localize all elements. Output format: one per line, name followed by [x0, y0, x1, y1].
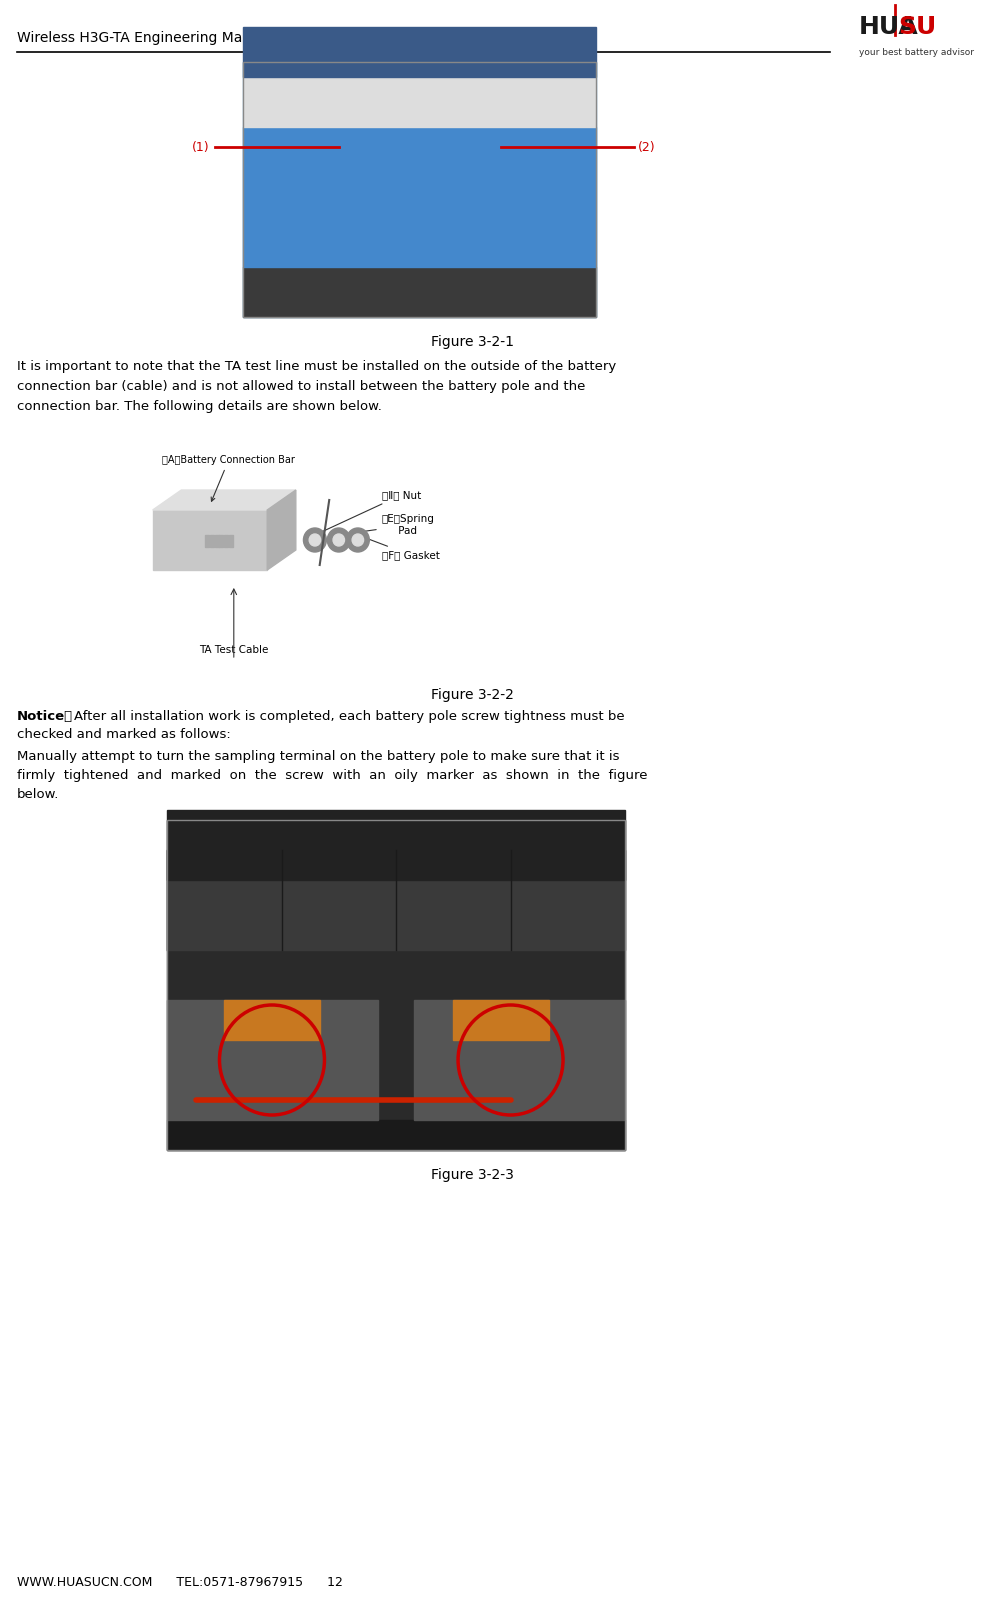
Text: After all installation work is completed, each battery pole screw tightness must: After all installation work is completed…	[74, 710, 625, 723]
Bar	[210, 536, 214, 547]
Bar	[415, 999, 625, 1119]
Polygon shape	[152, 510, 267, 569]
Text: （Ⅱ） Nut: （Ⅱ） Nut	[318, 489, 421, 534]
Text: connection bar. The following details are shown below.: connection bar. The following details ar…	[17, 400, 382, 413]
Circle shape	[309, 534, 321, 545]
Bar	[105, 430, 658, 670]
Text: checked and marked as follows:: checked and marked as follows:	[17, 728, 231, 740]
Text: （E）Spring
     Pad: （E）Spring Pad	[342, 515, 435, 536]
Bar	[167, 811, 625, 879]
Text: (2): (2)	[638, 141, 655, 154]
Text: WWW.HUASUCN.COM      TEL:0571-87967915      12: WWW.HUASUCN.COM TEL:0571-87967915 12	[17, 1575, 344, 1588]
Bar	[167, 851, 625, 950]
Bar	[244, 77, 596, 126]
Text: （A）Battery Connection Bar: （A）Battery Connection Bar	[162, 456, 295, 500]
Text: below.: below.	[17, 788, 59, 801]
Circle shape	[333, 534, 345, 545]
Text: your best battery advisor: your best battery advisor	[859, 48, 974, 58]
Bar	[167, 999, 378, 1119]
Circle shape	[352, 534, 363, 545]
Bar	[244, 27, 596, 77]
Bar	[453, 999, 548, 1039]
Bar	[167, 820, 625, 1150]
Bar	[215, 536, 219, 547]
Bar	[225, 536, 228, 547]
Text: Figure 3-2-3: Figure 3-2-3	[431, 1167, 514, 1182]
Circle shape	[328, 528, 350, 552]
Text: (1): (1)	[192, 141, 210, 154]
Text: connection bar (cable) and is not allowed to install between the battery pole an: connection bar (cable) and is not allowe…	[17, 381, 585, 393]
Text: firmly  tightened  and  marked  on  the  screw  with  an  oily  marker  as  show: firmly tightened and marked on the screw…	[17, 769, 647, 782]
Polygon shape	[152, 489, 296, 510]
Bar	[229, 536, 233, 547]
Bar	[244, 62, 596, 317]
Circle shape	[304, 528, 327, 552]
Text: HUA: HUA	[859, 14, 919, 38]
Text: Manually attempt to turn the sampling terminal on the battery pole to make sure : Manually attempt to turn the sampling te…	[17, 750, 620, 763]
Polygon shape	[267, 489, 296, 569]
Circle shape	[346, 528, 369, 552]
Bar	[167, 820, 625, 1150]
Bar	[220, 536, 224, 547]
Text: TA Test Cable: TA Test Cable	[199, 644, 268, 656]
Text: （F） Gasket: （F） Gasket	[360, 536, 440, 560]
Text: It is important to note that the TA test line must be installed on the outside o: It is important to note that the TA test…	[17, 360, 617, 373]
Bar	[244, 126, 596, 267]
Bar	[225, 999, 320, 1039]
Text: Wireless H3G-TA Engineering Manual A8: Wireless H3G-TA Engineering Manual A8	[17, 30, 295, 45]
Bar	[205, 536, 209, 547]
Text: Figure 3-2-2: Figure 3-2-2	[431, 688, 514, 702]
Text: Notice：: Notice：	[17, 710, 73, 723]
Text: SU: SU	[898, 14, 937, 38]
Bar	[244, 267, 596, 317]
Bar	[167, 1119, 625, 1150]
Bar	[244, 62, 596, 317]
Text: Figure 3-2-1: Figure 3-2-1	[431, 336, 514, 349]
